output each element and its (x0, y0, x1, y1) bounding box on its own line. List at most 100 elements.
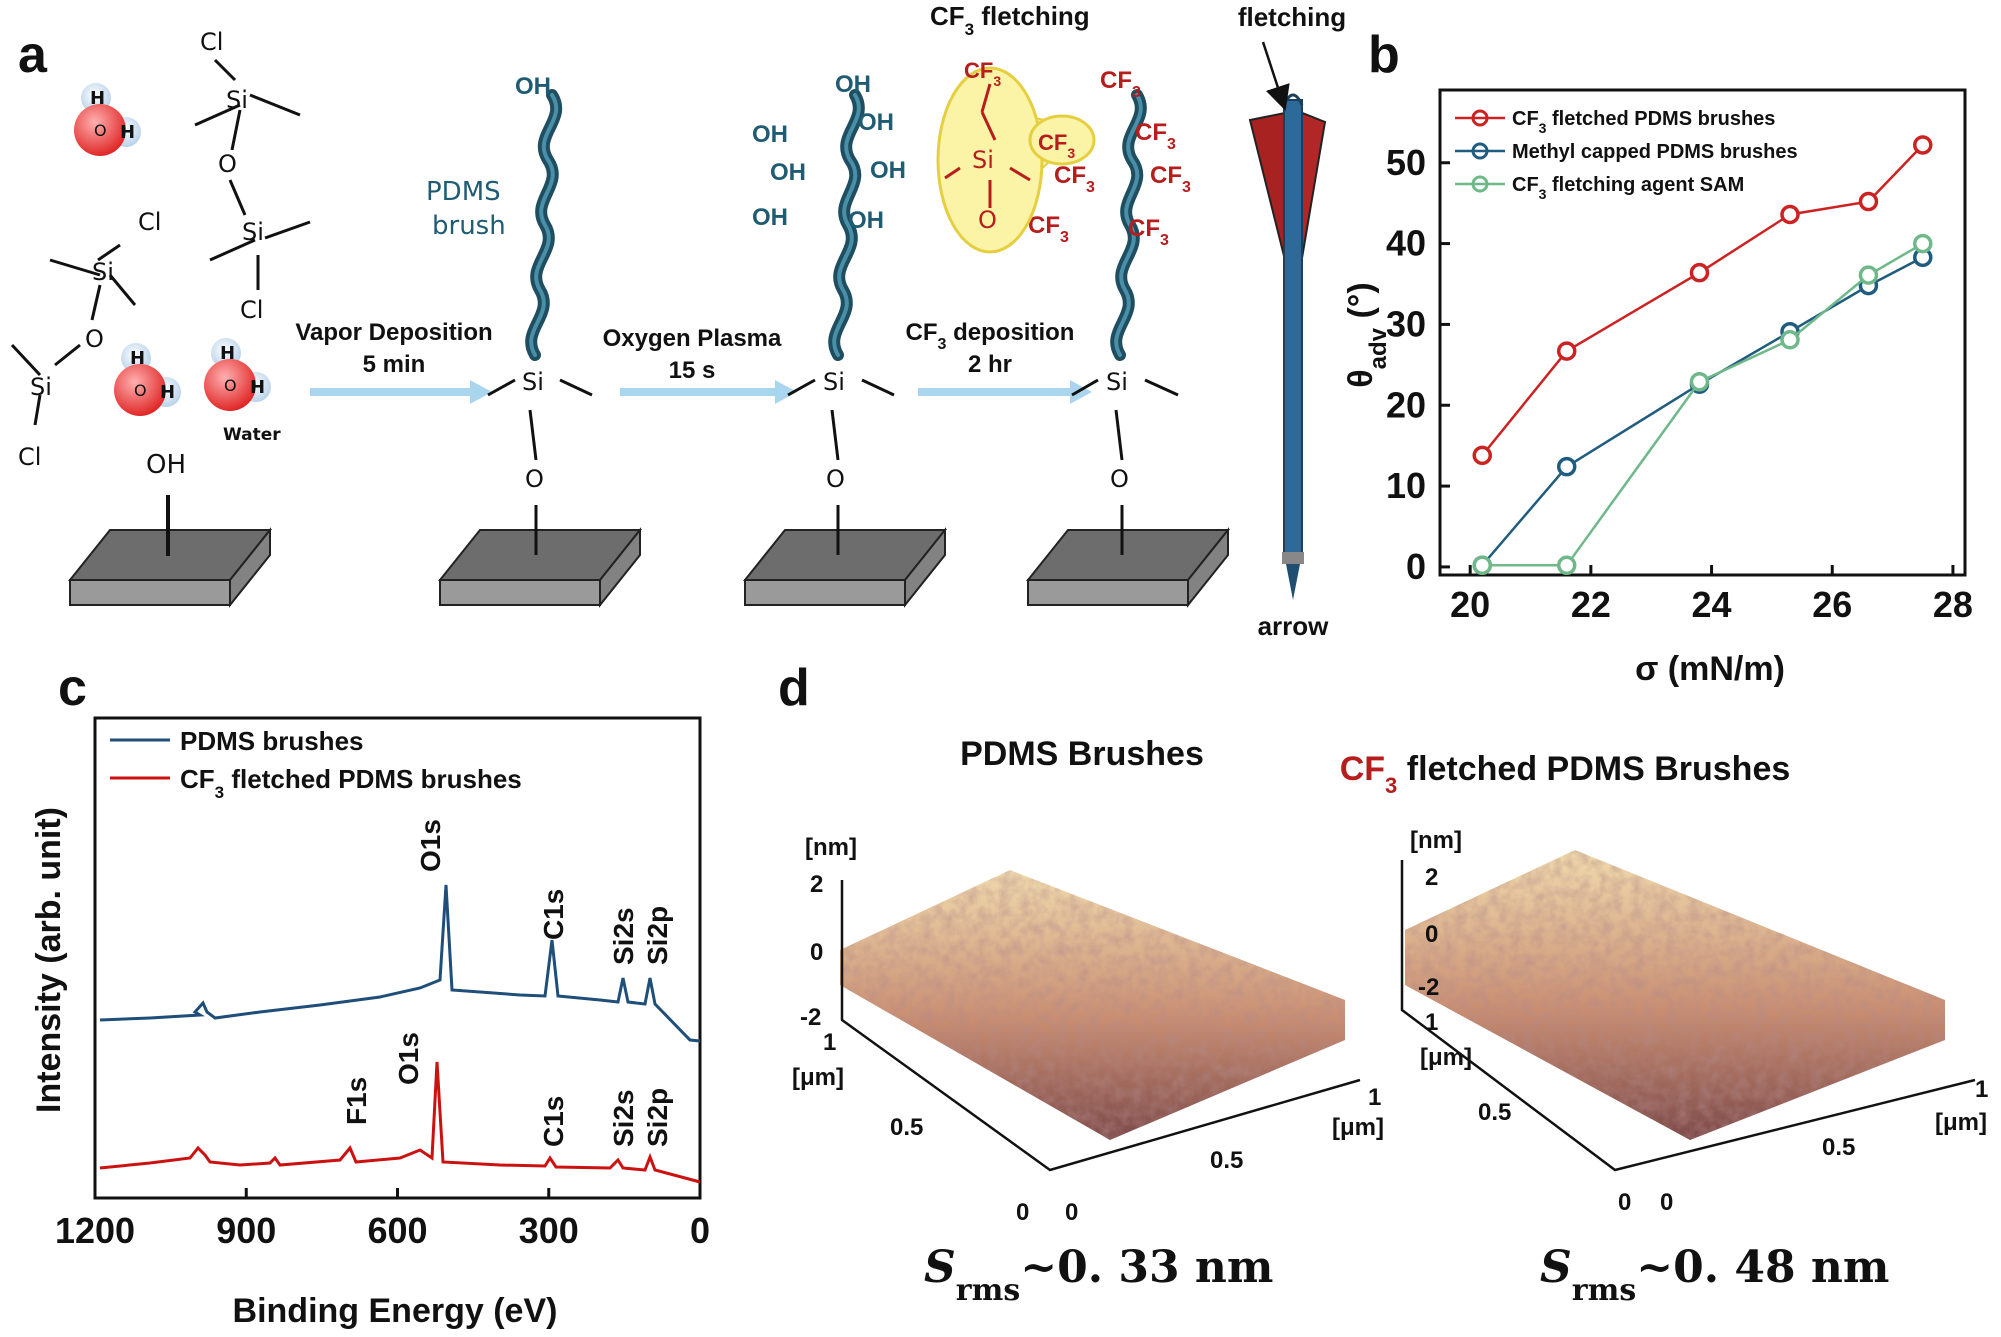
axis-tick: 0.5 (1822, 1134, 1855, 1161)
x-tick-label: 300 (519, 1210, 579, 1251)
arrow-label: arrow (1258, 611, 1330, 641)
cf3-group: CF3 (1135, 119, 1176, 153)
axis-unit: [μm] (1332, 1114, 1384, 1141)
svg-text:H: H (250, 377, 265, 398)
y-tick-label: 20 (1386, 384, 1426, 425)
step2-time: 15 s (669, 357, 716, 384)
step3-label: CF3 deposition (906, 319, 1075, 353)
plot-frame-b (1438, 88, 1967, 577)
data-point (1689, 262, 1710, 283)
spectrum-cf3 (99, 1061, 701, 1184)
cf3-group: CF3 (1028, 212, 1069, 246)
surface-oh-label: OH (146, 450, 186, 480)
water-molecule: H H O (74, 83, 141, 156)
axis-tick: 0 (1065, 1199, 1078, 1226)
svg-text:CF3 fletching agent SAM: CF3 fletching agent SAM (1512, 174, 1744, 202)
fletching-label: fletching (1238, 2, 1346, 32)
si-atom: Si (823, 368, 845, 396)
axis-tick: 2 (1425, 864, 1438, 891)
data-point (1780, 204, 1800, 225)
axis-unit: [μm] (1420, 1044, 1472, 1071)
brush-oh: OH (835, 71, 871, 98)
brush-oh: OH (848, 207, 884, 234)
cl-atom: Cl (200, 28, 223, 56)
series-b (1472, 135, 1933, 576)
axis-ticks-c: 1200 900 600 300 0 (55, 1188, 710, 1251)
data-point (1913, 233, 1933, 254)
brush-oh: OH (858, 109, 894, 136)
pdms-brush-label: brush (432, 211, 506, 241)
legend-c: PDMS brushes CF3 fletched PDMS brushes (110, 726, 522, 802)
process-arrow (310, 380, 492, 404)
panel-d-label: d (778, 659, 810, 717)
axis-tick: 0.5 (1210, 1147, 1243, 1174)
y-tick-label: 50 (1386, 142, 1426, 183)
water-molecule: H H O (204, 338, 271, 411)
svg-text:O: O (224, 376, 237, 395)
svg-text:H: H (130, 348, 145, 369)
panel-b-label: b (1368, 26, 1400, 84)
cf3-groups: CF3 CF3 CF3 CF3 CF3 CF3 (1028, 67, 1191, 249)
peak-label: O1s (393, 1032, 424, 1085)
legend-b: CF3 fletched PDMS brushes Methyl capped … (1455, 108, 1798, 202)
si-atom: Si (226, 86, 248, 114)
peak-label: O1s (415, 819, 446, 872)
step1-label: Vapor Deposition (295, 319, 492, 346)
peak-label: C1s (538, 889, 569, 940)
series-line (1482, 242, 1924, 567)
data-point (1780, 330, 1800, 350)
x-tick-label: 28 (1933, 584, 1973, 625)
series-line (1481, 144, 1924, 457)
peak-label: Si2s (608, 907, 639, 965)
data-point (1858, 265, 1879, 285)
svg-text:O: O (134, 381, 147, 400)
axis-ticks-b: 20 22 24 26 28 0 10 20 30 40 50 (1386, 142, 1973, 625)
axis-unit: [nm] (805, 834, 857, 861)
grafted-pdms-brush (437, 89, 643, 608)
cf3-group: CF3 (1054, 162, 1095, 196)
peak-labels: O1s C1s Si2s Si2p F1s O1s C1s Si2s Si2p (341, 819, 673, 1147)
axis-tick: 0 (1425, 921, 1438, 948)
x-tick-label: 22 (1571, 584, 1611, 625)
y-tick-label: 30 (1386, 303, 1426, 344)
peak-label: Si2p (642, 906, 673, 965)
svg-text:H: H (220, 343, 235, 364)
y-axis-label: Intensity (arb. unit) (30, 807, 68, 1113)
x-tick-label: 900 (216, 1210, 276, 1251)
srms-right: Srms~0. 48 nm (1540, 1242, 1889, 1308)
afm-axes-right: [nm] 2 0 -2 1 [μm] 0.5 0 0 0.5 1 [μm] (1410, 827, 1988, 1216)
data-point (1472, 445, 1492, 466)
cf3-group: CF3 (964, 58, 1001, 89)
chlorosilane-oligomer (10, 58, 311, 426)
arrow-illustration (1248, 41, 1327, 600)
afm-left-title: PDMS Brushes (960, 735, 1204, 773)
o-atom: O (218, 150, 237, 178)
brush-oh: OH (752, 121, 788, 148)
axis-tick: 1 (823, 1029, 836, 1056)
cf3-group: CF3 (1150, 162, 1191, 196)
svg-text:H: H (160, 382, 175, 403)
y-tick-label: 10 (1386, 465, 1426, 506)
water-molecule: H H O (114, 343, 181, 416)
cf3-group: CF3 (1038, 130, 1075, 161)
axis-tick: 0 (1016, 1199, 1029, 1226)
spectrum-pdms (99, 884, 701, 1043)
cf3-group: CF3 (1100, 67, 1141, 101)
x-tick-label: 0 (690, 1210, 710, 1251)
svg-text:Methyl capped PDMS brushes: Methyl capped PDMS brushes (1512, 141, 1798, 163)
axis-tick: 2 (810, 871, 823, 898)
x-axis-label: σ (mN/m) (1635, 650, 1785, 688)
brush-oh: OH (515, 73, 551, 100)
x-axis-label: Binding Energy (eV) (233, 1292, 558, 1330)
axis-tick: 1 (1368, 1084, 1381, 1111)
x-tick-label: 20 (1450, 584, 1490, 625)
svg-text:O: O (94, 121, 107, 140)
si-atom: Si (1106, 368, 1128, 396)
x-tick-label: 24 (1692, 584, 1732, 625)
axis-tick: 0 (1618, 1189, 1631, 1216)
panel-c-label: c (58, 659, 87, 717)
axis-tick: 0 (1660, 1189, 1673, 1216)
panel-a-label: a (18, 26, 48, 84)
panel-b: b 20 22 24 26 28 0 10 20 30 40 50 σ (mN/m) θadv (°… (1342, 26, 1973, 688)
